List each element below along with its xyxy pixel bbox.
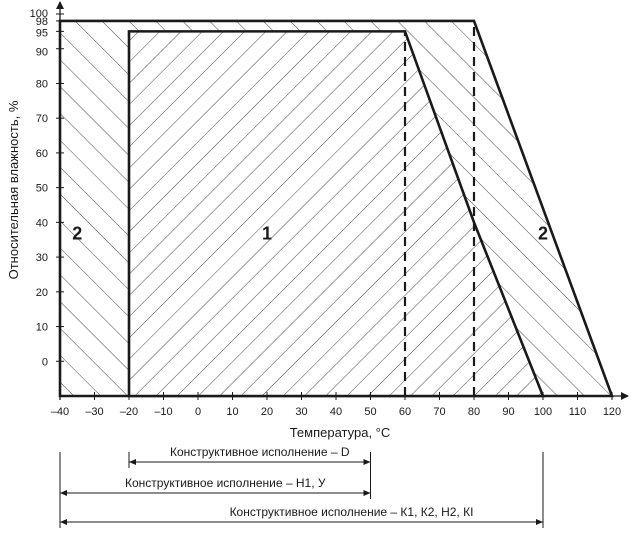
- x-tick-label: –20: [120, 406, 138, 418]
- x-tick-label: 90: [502, 406, 514, 418]
- y-tick-label: 70: [36, 113, 48, 125]
- x-tick-label: 100: [534, 406, 552, 418]
- range-label: Конструктивное исполнение – К1, К2, Н2, …: [230, 505, 474, 519]
- x-tick-label: –10: [154, 406, 172, 418]
- region-label-2: 2: [538, 224, 548, 244]
- range-arrow-left: [60, 519, 67, 525]
- x-tick-label: 10: [226, 406, 238, 418]
- y-tick-label: 0: [42, 356, 48, 368]
- x-tick-label: 80: [468, 406, 480, 418]
- x-tick-label: 70: [433, 406, 445, 418]
- x-tick-label: 60: [399, 406, 411, 418]
- y-tick-label: 80: [36, 78, 48, 90]
- x-tick-label: –30: [85, 406, 103, 418]
- y-tick-label: 60: [36, 148, 48, 160]
- y-tick-label: 90: [36, 47, 48, 59]
- region-label-1: 1: [262, 224, 272, 244]
- range-arrow-right: [536, 519, 543, 525]
- x-tick-label: 50: [364, 406, 376, 418]
- x-tick-label: –40: [51, 406, 69, 418]
- x-tick-label: 30: [295, 406, 307, 418]
- region-label-2: 2: [72, 224, 82, 244]
- x-tick-label: 120: [603, 406, 621, 418]
- y-tick-label: 30: [36, 252, 48, 264]
- range-label: Конструктивное исполнение – D: [170, 445, 350, 459]
- x-tick-label: 110: [569, 406, 587, 418]
- x-tick-label: 40: [330, 406, 342, 418]
- y-tick-label: 10: [36, 322, 48, 334]
- y-tick-label: 40: [36, 217, 48, 229]
- y-tick-label: 100: [30, 8, 48, 20]
- range-arrow-left: [60, 490, 67, 496]
- x-axis-label: Температура, °С: [290, 425, 391, 440]
- x-tick-label: 20: [261, 406, 273, 418]
- range-arrow-right: [363, 459, 371, 465]
- range-arrow-right: [363, 490, 371, 496]
- y-tick-label: 20: [36, 287, 48, 299]
- y-axis-label: Относительная влажность, %: [6, 100, 21, 279]
- y-tick-label: 98: [36, 16, 48, 28]
- y-tick-label: 95: [36, 27, 48, 39]
- y-tick-label: 50: [36, 183, 48, 195]
- range-label: Конструктивное исполнение – Н1, У: [125, 476, 326, 490]
- range-arrow-left: [129, 459, 136, 465]
- x-tick-label: 0: [195, 406, 201, 418]
